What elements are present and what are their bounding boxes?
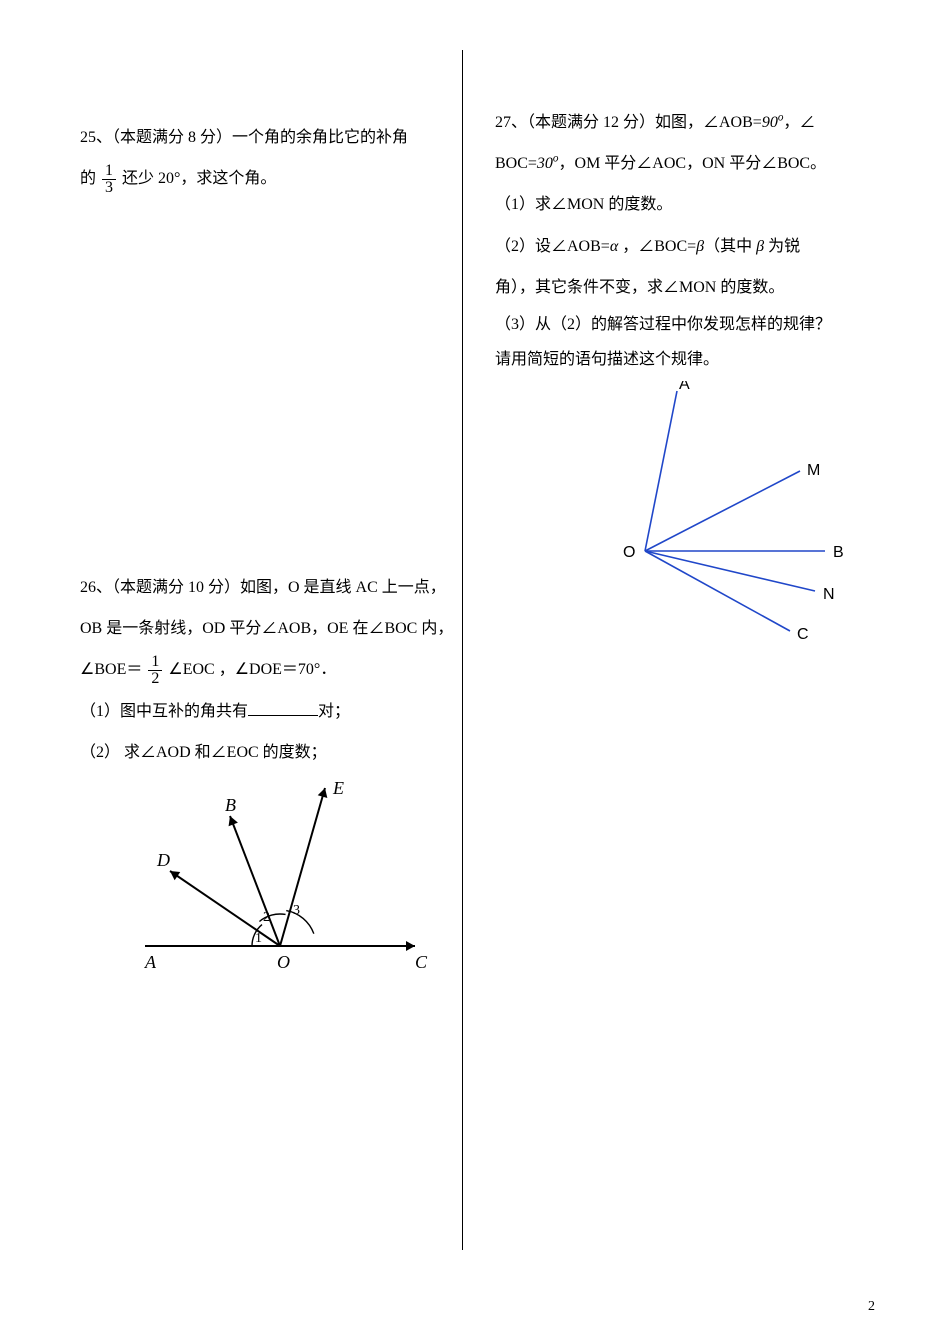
question-26: 26、（本题满分 10 分）如图，O 是直线 AC 上一点， OB 是一条射线，…: [80, 570, 460, 976]
svg-text:A: A: [679, 381, 690, 393]
q27-line1: 27、（本题满分 12 分）如图，∠AOB=90o，∠: [495, 105, 865, 140]
q26-line5: （2） 求∠AOD 和∠EOC 的度数；: [80, 735, 460, 770]
q26-l3a: ∠BOE＝: [80, 661, 142, 678]
q26-diagram: A O C D B E 12 3: [115, 776, 435, 976]
q25-line2: 的 1 3 还少 20°，求这个角。: [80, 161, 440, 196]
q26-line1: 26、（本题满分 10 分）如图，O 是直线 AC 上一点，: [80, 570, 460, 605]
svg-text:M: M: [807, 462, 820, 479]
q27-figure: O A M B N C: [605, 381, 865, 641]
q27-ang30-n: 30: [537, 155, 553, 172]
q27-l4b: ，∠BOC=: [618, 238, 696, 255]
page-number: 2: [868, 1299, 875, 1315]
column-divider: [462, 50, 463, 1250]
question-25: 25、（本题满分 8 分）一个角的余角比它的补角 的 1 3 还少 20°，求这…: [80, 120, 440, 202]
svg-text:O: O: [623, 544, 635, 561]
svg-text:C: C: [415, 952, 428, 972]
q25-fraction: 1 3: [102, 163, 116, 196]
q27-beta2: β: [756, 238, 764, 255]
q26-frac-num: 1: [148, 654, 162, 670]
q27-alpha: α: [610, 238, 618, 255]
svg-text:2: 2: [263, 910, 270, 925]
q27-l1a: 27、（本题满分 12 分）如图，∠AOB=: [495, 114, 762, 131]
q26-l4b: 对；: [318, 703, 350, 720]
svg-text:C: C: [797, 626, 809, 641]
q26-l3b: ∠EOC ，∠DOE＝70°．: [168, 661, 336, 678]
page: 25、（本题满分 8 分）一个角的余角比它的补角 的 1 3 还少 20°，求这…: [0, 0, 945, 1335]
q25-l2a: 的: [80, 170, 96, 187]
q27-l4d: 为锐: [764, 238, 800, 255]
q27-l2b: ，OM 平分∠AOC，ON 平分∠BOC。: [559, 155, 827, 172]
q26-line2: OB 是一条射线，OD 平分∠AOB，OE 在∠BOC 内，: [80, 611, 460, 646]
q27-ang90: 90o: [762, 114, 784, 131]
q27-l1b: ，∠: [783, 114, 815, 131]
svg-text:B: B: [225, 795, 236, 815]
q25-frac-num: 1: [102, 163, 116, 179]
q27-line5: 角），其它条件不变，求∠MON 的度数。: [495, 270, 865, 305]
svg-text:E: E: [332, 778, 344, 798]
svg-text:D: D: [156, 850, 170, 870]
q26-blank: [248, 699, 318, 716]
q25-l2b: 还少 20°，求这个角。: [122, 170, 276, 187]
q26-line3: ∠BOE＝ 1 2 ∠EOC ，∠DOE＝70°．: [80, 652, 460, 687]
svg-text:3: 3: [293, 903, 300, 918]
q27-l4c: （其中: [704, 238, 756, 255]
q27-diagram: O A M B N C: [605, 381, 845, 641]
svg-text:A: A: [144, 952, 157, 972]
q25-frac-den: 3: [102, 179, 116, 196]
q27-ang30: 30o: [537, 155, 559, 172]
q27-l4a: （2）设∠AOB=: [495, 238, 610, 255]
q27-l2a: BOC=: [495, 155, 537, 172]
q26-figure: A O C D B E 12 3: [115, 776, 460, 976]
q27-beta: β: [696, 238, 704, 255]
q26-fraction: 1 2: [148, 654, 162, 687]
svg-text:N: N: [823, 586, 835, 603]
svg-text:1: 1: [255, 931, 262, 946]
q25-line1: 25、（本题满分 8 分）一个角的余角比它的补角: [80, 120, 440, 155]
q26-frac-den: 2: [148, 670, 162, 687]
q27-line3: （1）求∠MON 的度数。: [495, 187, 865, 222]
svg-text:O: O: [277, 952, 290, 972]
q26-l4a: （1）图中互补的角共有: [80, 703, 248, 720]
q27-line6: （3）从（2）的解答过程中你发现怎样的规律？: [495, 311, 865, 340]
question-27: 27、（本题满分 12 分）如图，∠AOB=90o，∠ BOC=30o，OM 平…: [495, 105, 865, 641]
q26-line4: （1）图中互补的角共有 对；: [80, 694, 460, 729]
q27-line7: 请用简短的语句描述这个规律。: [495, 346, 865, 375]
q27-line4: （2）设∠AOB=α ，∠BOC=β（其中 β 为锐: [495, 229, 865, 264]
svg-text:B: B: [833, 544, 844, 561]
q27-ang90-n: 90: [762, 114, 778, 131]
q27-line2: BOC=30o，OM 平分∠AOC，ON 平分∠BOC。: [495, 146, 865, 181]
